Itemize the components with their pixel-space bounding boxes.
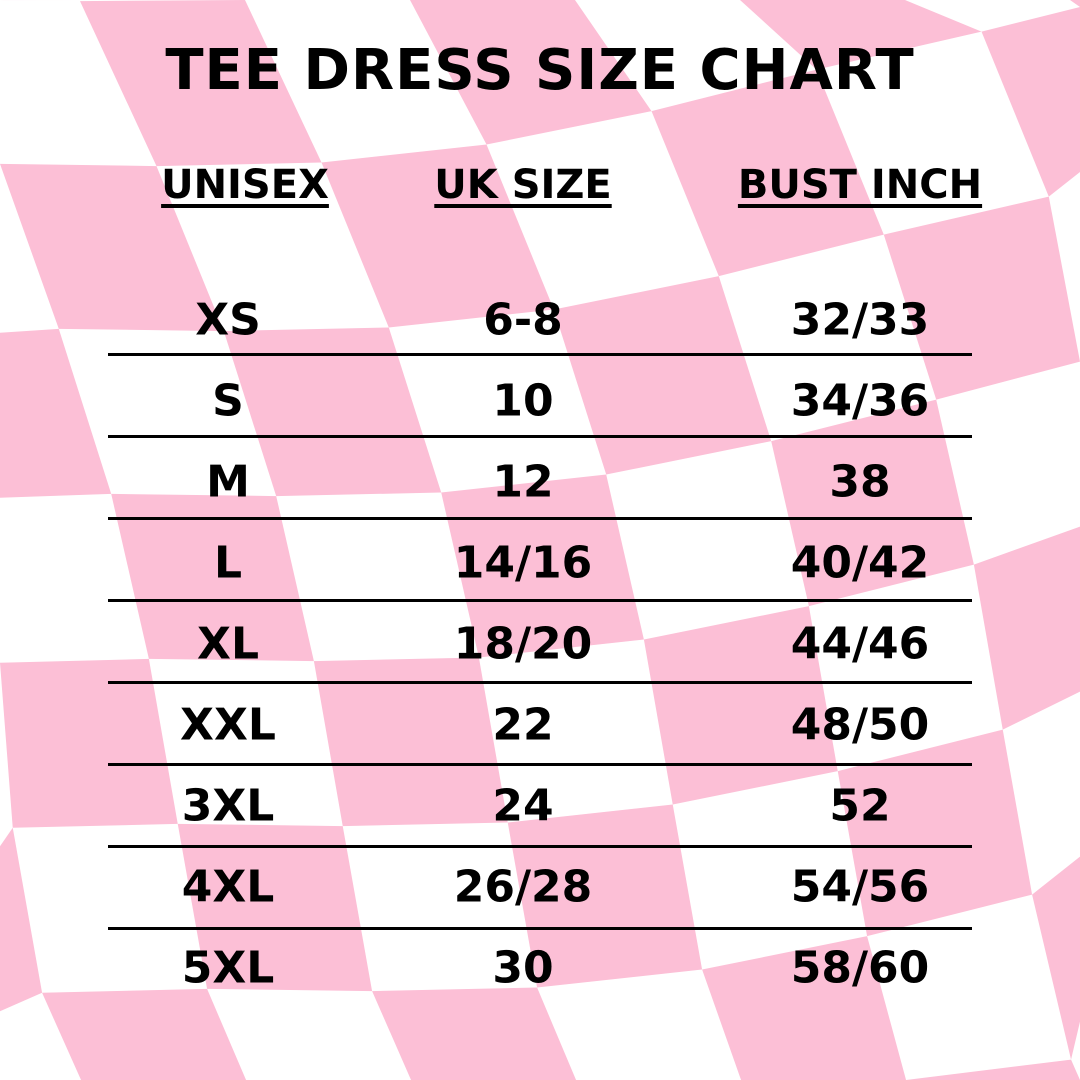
table-cell: 22: [492, 699, 554, 751]
checker-tile: [906, 1059, 1080, 1080]
checker-tile: [80, 0, 322, 167]
checker-tile: [643, 606, 838, 805]
checker-tile: [771, 399, 974, 607]
table-cell: XS: [195, 294, 261, 346]
table-cell: 4XL: [181, 861, 275, 913]
checker-tile: [553, 276, 772, 475]
table-cell: 24: [492, 780, 554, 832]
table-cell: 3XL: [181, 780, 275, 832]
checker-tile: [321, 144, 554, 328]
table-cell: 32/33: [790, 294, 930, 346]
checker-tile: [883, 196, 1080, 400]
table-cell: S: [212, 375, 244, 427]
table-cell: 5XL: [181, 942, 275, 994]
table-cell: 12: [492, 456, 554, 508]
checker-tile: [507, 804, 703, 988]
checker-tile: [111, 493, 314, 662]
checker-tile: [223, 327, 442, 497]
table-cell: 58/60: [790, 942, 930, 994]
table-cell: 48/50: [790, 699, 930, 751]
checker-tile: [973, 526, 1080, 730]
column-header: UNISEX: [161, 162, 329, 208]
checker-tile: [1032, 856, 1080, 1060]
table-cell: 54/56: [790, 861, 930, 913]
table-cell: 38: [829, 456, 891, 508]
checker-tile: [42, 988, 247, 1080]
table-cell: 14/16: [453, 537, 593, 589]
row-divider: [108, 845, 972, 848]
table-cell: 52: [829, 780, 891, 832]
table-cell: 18/20: [453, 618, 593, 670]
checker-tile: [0, 827, 43, 1012]
checker-tile: [702, 936, 907, 1080]
page-title: TEE DRESS SIZE CHART: [165, 38, 915, 103]
table-cell: XL: [197, 618, 259, 670]
checker-tile: [0, 0, 80, 2]
row-divider: [108, 435, 972, 438]
checker-tile: [981, 6, 1080, 197]
table-cell: L: [213, 537, 243, 589]
table-cell: 40/42: [790, 537, 930, 589]
checker-tile: [651, 69, 884, 277]
row-divider: [108, 353, 972, 356]
checker-tile: [441, 474, 644, 658]
checker-tile: [0, 163, 224, 332]
checker-tile: [837, 729, 1033, 937]
row-divider: [108, 763, 972, 766]
table-cell: 26/28: [453, 861, 593, 913]
checker-tile: [0, 328, 112, 498]
row-divider: [108, 681, 972, 684]
checker-tile: [372, 987, 577, 1080]
column-header: UK SIZE: [434, 162, 612, 208]
checker-tile: [1070, 0, 1080, 7]
checker-tile: [740, 0, 982, 70]
table-cell: 30: [492, 942, 554, 994]
table-cell: M: [206, 456, 250, 508]
checker-tile: [410, 0, 652, 145]
table-cell: 34/36: [790, 375, 930, 427]
table-cell: 10: [492, 375, 554, 427]
row-divider: [108, 599, 972, 602]
table-cell: 6-8: [483, 294, 563, 346]
checker-tile: [177, 823, 373, 992]
row-divider: [108, 517, 972, 520]
table-cell: XXL: [180, 699, 276, 751]
table-cell: 44/46: [790, 618, 930, 670]
checker-tile: [313, 657, 508, 827]
column-header: BUST INCH: [737, 162, 983, 208]
row-divider: [108, 927, 972, 930]
checker-tile: [0, 658, 178, 828]
